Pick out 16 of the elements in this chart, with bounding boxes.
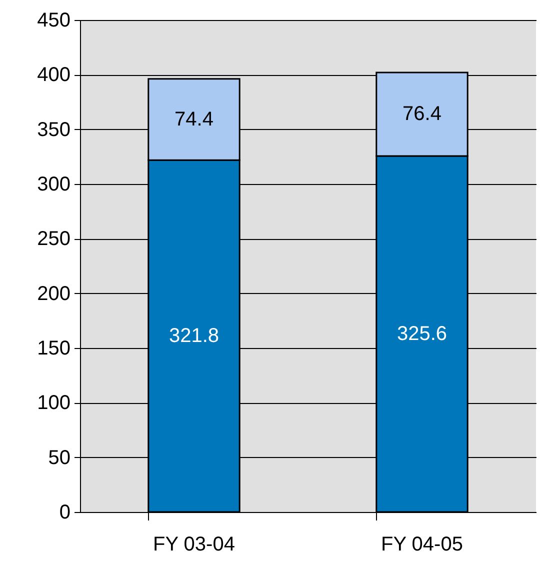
y-tick-label: 400 xyxy=(37,64,70,86)
data-label: 321.8 xyxy=(168,325,220,348)
data-label: 325.6 xyxy=(396,323,448,346)
y-tick-label: 150 xyxy=(37,338,70,360)
y-tick-label: 250 xyxy=(37,228,70,250)
y-tick-label: 300 xyxy=(37,174,70,196)
y-tick-label: 200 xyxy=(37,282,70,305)
x-tick-label: FY 03-04 xyxy=(153,534,235,556)
y-tick-label: 50 xyxy=(48,446,70,469)
x-tick-label: FY 04-05 xyxy=(381,534,463,556)
data-label: 76.4 xyxy=(402,103,442,126)
y-tick-label: 350 xyxy=(37,118,70,141)
y-tick-label: 450 xyxy=(37,10,70,32)
y-tick-label: 100 xyxy=(37,392,70,414)
data-label: 74.4 xyxy=(174,108,214,130)
y-tick-label: 0 xyxy=(59,502,70,524)
